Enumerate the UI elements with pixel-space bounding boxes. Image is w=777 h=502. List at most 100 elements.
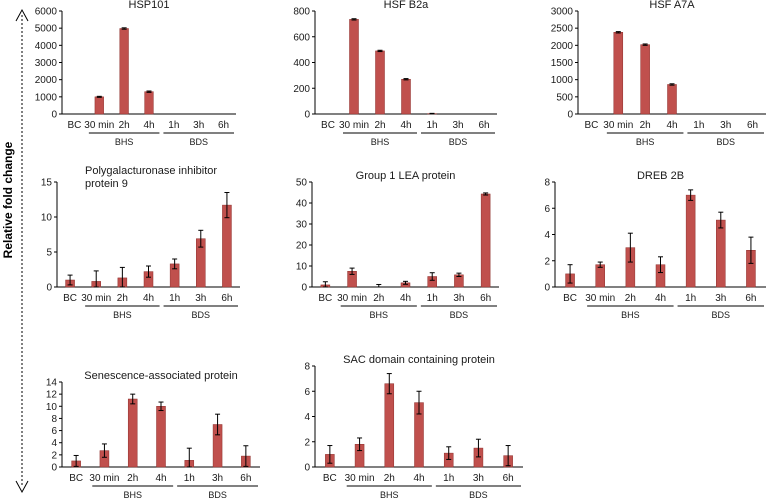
y-tick-label: 400 — [293, 58, 310, 69]
y-tick-label: 500 — [556, 92, 573, 103]
x-tick-label: BC — [67, 120, 81, 131]
group-label: BDS — [449, 137, 468, 147]
x-tick-label: 6h — [218, 120, 229, 131]
x-tick-label: 30 min — [337, 293, 367, 304]
group-label: BHS — [621, 310, 640, 320]
y-tick-label: 40 — [296, 199, 308, 210]
y-tick-label: 1500 — [551, 58, 574, 69]
bar — [640, 44, 650, 115]
group-label: BDS — [208, 490, 227, 500]
y-tick-label: 8 — [51, 414, 57, 425]
x-tick-label: 30 min — [603, 120, 633, 131]
chart-title: HSP101 — [129, 0, 170, 11]
group-label: BDS — [712, 310, 731, 320]
group-label: BHS — [123, 490, 142, 500]
bar — [401, 78, 411, 115]
chart-title: Group 1 LEA protein — [356, 170, 456, 182]
bar — [349, 19, 359, 115]
group-label: BHS — [113, 310, 132, 320]
y-tick-label: 30 — [296, 220, 308, 231]
y-tick-label: 5 — [46, 248, 52, 259]
x-tick-label: 30 min — [81, 293, 111, 304]
bar — [375, 50, 385, 115]
y-tick-label: 2500 — [551, 24, 574, 35]
group-label: BHS — [380, 490, 399, 500]
y-tick-label: 2 — [51, 450, 57, 461]
x-tick-label: 4h — [143, 120, 154, 131]
y-tick-label: 0 — [304, 463, 310, 474]
chart-panel: HSF B2a 0 200 400 600 800 BC 30 min 2h 4h 1h 3h 6h BH… — [293, 0, 497, 147]
x-tick-label: 4h — [413, 473, 424, 484]
y-tick-label: 4000 — [35, 41, 58, 52]
x-tick-label: 1h — [443, 473, 454, 484]
x-tick-label: BC — [323, 473, 337, 484]
y-tick-label: 0 — [46, 283, 52, 294]
x-tick-label: 1h — [693, 120, 704, 131]
bar — [127, 398, 138, 468]
bar — [119, 28, 129, 115]
y-tick-label: 20 — [296, 241, 308, 252]
y-tick-label: 200 — [293, 84, 310, 95]
chart-title: SAC domain containing protein — [343, 354, 495, 366]
x-tick-label: 4h — [400, 293, 411, 304]
y-tick-label: 6 — [304, 387, 310, 398]
y-tick-label: 2 — [304, 437, 310, 448]
group-label: BDS — [716, 137, 735, 147]
x-tick-label: 2h — [640, 120, 651, 131]
y-tick-label: 10 — [46, 402, 58, 413]
bar — [94, 96, 104, 115]
y-tick-label: 4 — [544, 230, 550, 241]
x-tick-label: BC — [321, 120, 335, 131]
group-label: BHS — [371, 137, 390, 147]
y-tick-label: 0 — [51, 463, 57, 474]
group-label: BHS — [636, 137, 655, 147]
x-tick-label: 3h — [473, 473, 484, 484]
x-tick-label: 6h — [480, 293, 491, 304]
chart-panel: Senescence-associated protein 0 2468101214… — [46, 370, 260, 500]
y-tick-label: 3000 — [35, 58, 58, 69]
y-tick-label: 0 — [544, 283, 550, 294]
x-tick-label: 30 min — [89, 473, 119, 484]
x-tick-label: 4h — [655, 293, 666, 304]
y-tick-label: 5000 — [35, 24, 58, 35]
y-tick-label: 2 — [544, 256, 550, 267]
chart-panel: HSP101 0 1000 2000 3000 4000 5000 6000 BC 30 min 2… — [35, 0, 236, 147]
group-label: BHS — [115, 137, 134, 147]
y-tick-label: 0 — [51, 110, 57, 121]
y-tick-label: 2000 — [551, 41, 574, 52]
bar — [480, 193, 491, 288]
y-tick-label: 3000 — [551, 7, 574, 18]
y-tick-label: 600 — [293, 32, 310, 43]
y-axis-arrow-head-up — [15, 8, 29, 22]
x-tick-label: 3h — [212, 473, 223, 484]
y-tick-label: 1000 — [35, 92, 58, 103]
x-tick-label: 30 min — [84, 120, 114, 131]
bar — [144, 91, 154, 115]
x-tick-label: 6h — [478, 120, 489, 131]
y-tick-label: 4 — [51, 438, 57, 449]
chart-panel: DREB 2B 0 2 4 6 8 BC 30 min 2h 4h 1h 3h 6h BHS BDS — [544, 170, 766, 320]
x-tick-label: BC — [563, 293, 577, 304]
y-tick-label: 800 — [293, 7, 310, 18]
y-axis-arrow-head-down — [15, 480, 29, 494]
x-tick-label: 2h — [373, 293, 384, 304]
y-tick-label: 0 — [304, 110, 310, 121]
y-tick-label: 6000 — [35, 7, 58, 18]
bar — [613, 32, 624, 115]
x-tick-label: BC — [69, 473, 83, 484]
x-tick-label: 4h — [666, 120, 677, 131]
y-tick-label: 50 — [296, 178, 308, 189]
y-tick-label: 6 — [51, 426, 57, 437]
x-tick-label: 2h — [127, 473, 138, 484]
bar — [384, 383, 395, 468]
y-tick-label: 8 — [304, 362, 310, 373]
x-tick-label: BC — [584, 120, 598, 131]
y-tick-label: 6 — [544, 204, 550, 215]
chart-title: Polygalacturonase inhibitor — [85, 165, 217, 177]
y-tick-label: 15 — [41, 178, 53, 189]
chart-panel: SAC domain containing protein 0 2 4 6 8 BC 30 m… — [304, 354, 523, 500]
chart-title: Senescence-associated protein — [84, 370, 237, 382]
shared-y-axis: Relative fold change — [1, 8, 29, 494]
bar — [716, 219, 726, 288]
